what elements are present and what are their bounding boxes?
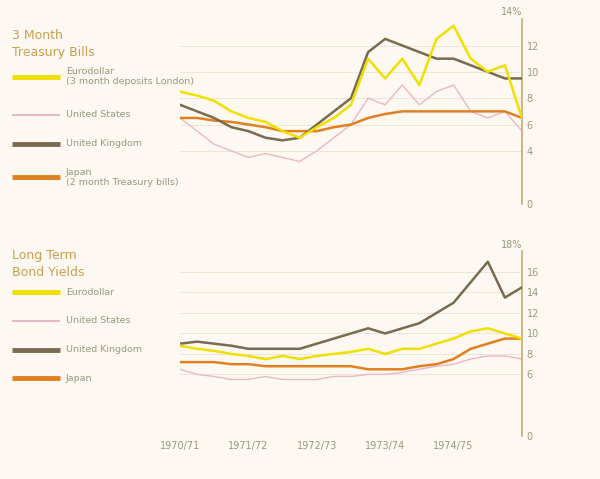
Text: United States: United States <box>66 111 131 119</box>
Text: 3 Month
Treasury Bills: 3 Month Treasury Bills <box>12 29 95 59</box>
Text: Japan: Japan <box>66 374 92 383</box>
Text: United States: United States <box>66 317 131 325</box>
Text: Eurodollar: Eurodollar <box>66 288 114 297</box>
Text: Long Term
Bond Yields: Long Term Bond Yields <box>12 249 85 279</box>
Text: 14%: 14% <box>500 7 522 17</box>
Text: United Kingdom: United Kingdom <box>66 345 142 354</box>
Text: Eurodollar
(3 month deposits London): Eurodollar (3 month deposits London) <box>66 67 194 86</box>
Text: Japan
(2 month Treasury bills): Japan (2 month Treasury bills) <box>66 168 179 187</box>
Text: United Kingdom: United Kingdom <box>66 139 142 148</box>
Text: 18%: 18% <box>500 240 522 250</box>
